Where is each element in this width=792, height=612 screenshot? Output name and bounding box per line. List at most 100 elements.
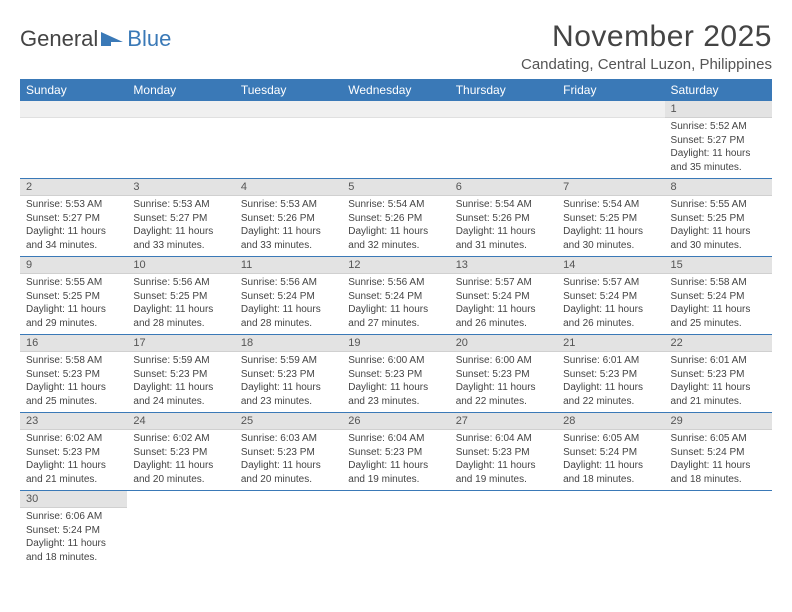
sunrise-line: Sunrise: 5:53 AM: [133, 198, 228, 212]
calendar-cell: 19Sunrise: 6:00 AMSunset: 5:23 PMDayligh…: [342, 335, 449, 413]
day-details: Sunrise: 5:58 AMSunset: 5:23 PMDaylight:…: [20, 352, 127, 412]
calendar-cell: 9Sunrise: 5:55 AMSunset: 5:25 PMDaylight…: [20, 257, 127, 335]
sunrise-line: Sunrise: 6:02 AM: [133, 432, 228, 446]
calendar-cell: [665, 491, 772, 569]
daylight-line: Daylight: 11 hours and 26 minutes.: [456, 303, 551, 330]
sunset-line: Sunset: 5:23 PM: [563, 368, 658, 382]
calendar-cell: 24Sunrise: 6:02 AMSunset: 5:23 PMDayligh…: [127, 413, 234, 491]
daylight-line: Daylight: 11 hours and 31 minutes.: [456, 225, 551, 252]
sunset-line: Sunset: 5:25 PM: [563, 212, 658, 226]
calendar-cell: 3Sunrise: 5:53 AMSunset: 5:27 PMDaylight…: [127, 179, 234, 257]
daylight-line: Daylight: 11 hours and 25 minutes.: [26, 381, 121, 408]
day-number: 29: [665, 413, 772, 430]
calendar-cell: 7Sunrise: 5:54 AMSunset: 5:25 PMDaylight…: [557, 179, 664, 257]
day-number: 25: [235, 413, 342, 430]
day-number: 20: [450, 335, 557, 352]
calendar-cell: 16Sunrise: 5:58 AMSunset: 5:23 PMDayligh…: [20, 335, 127, 413]
sunrise-line: Sunrise: 6:04 AM: [348, 432, 443, 446]
day-details: Sunrise: 6:01 AMSunset: 5:23 PMDaylight:…: [665, 352, 772, 412]
day-header: Saturday: [665, 79, 772, 101]
calendar-cell: [557, 101, 664, 179]
sunset-line: Sunset: 5:23 PM: [671, 368, 766, 382]
calendar-row: 23Sunrise: 6:02 AMSunset: 5:23 PMDayligh…: [20, 413, 772, 491]
calendar-row: 2Sunrise: 5:53 AMSunset: 5:27 PMDaylight…: [20, 179, 772, 257]
day-details: Sunrise: 6:05 AMSunset: 5:24 PMDaylight:…: [557, 430, 664, 490]
daylight-line: Daylight: 11 hours and 23 minutes.: [241, 381, 336, 408]
sunset-line: Sunset: 5:25 PM: [671, 212, 766, 226]
sunrise-line: Sunrise: 6:01 AM: [563, 354, 658, 368]
calendar-cell: 17Sunrise: 5:59 AMSunset: 5:23 PMDayligh…: [127, 335, 234, 413]
daylight-line: Daylight: 11 hours and 30 minutes.: [563, 225, 658, 252]
sunset-line: Sunset: 5:24 PM: [348, 290, 443, 304]
day-details: Sunrise: 5:53 AMSunset: 5:27 PMDaylight:…: [20, 196, 127, 256]
logo-text-2: Blue: [127, 26, 171, 52]
day-details: Sunrise: 6:05 AMSunset: 5:24 PMDaylight:…: [665, 430, 772, 490]
calendar-cell: 4Sunrise: 5:53 AMSunset: 5:26 PMDaylight…: [235, 179, 342, 257]
daylight-line: Daylight: 11 hours and 33 minutes.: [133, 225, 228, 252]
calendar-cell: [235, 101, 342, 179]
calendar-cell: 26Sunrise: 6:04 AMSunset: 5:23 PMDayligh…: [342, 413, 449, 491]
calendar-row: 1Sunrise: 5:52 AMSunset: 5:27 PMDaylight…: [20, 101, 772, 179]
daylight-line: Daylight: 11 hours and 21 minutes.: [26, 459, 121, 486]
calendar-cell: 29Sunrise: 6:05 AMSunset: 5:24 PMDayligh…: [665, 413, 772, 491]
daylight-line: Daylight: 11 hours and 34 minutes.: [26, 225, 121, 252]
calendar-cell: [20, 101, 127, 179]
day-details: Sunrise: 5:55 AMSunset: 5:25 PMDaylight:…: [20, 274, 127, 334]
day-header: Thursday: [450, 79, 557, 101]
sunset-line: Sunset: 5:25 PM: [133, 290, 228, 304]
sunrise-line: Sunrise: 6:05 AM: [563, 432, 658, 446]
sunset-line: Sunset: 5:26 PM: [456, 212, 551, 226]
sunrise-line: Sunrise: 6:04 AM: [456, 432, 551, 446]
calendar-cell: 28Sunrise: 6:05 AMSunset: 5:24 PMDayligh…: [557, 413, 664, 491]
day-number-blank: [235, 101, 342, 118]
sunset-line: Sunset: 5:26 PM: [241, 212, 336, 226]
day-details: Sunrise: 5:59 AMSunset: 5:23 PMDaylight:…: [127, 352, 234, 412]
sunset-line: Sunset: 5:26 PM: [348, 212, 443, 226]
day-header: Sunday: [20, 79, 127, 101]
day-number: 21: [557, 335, 664, 352]
daylight-line: Daylight: 11 hours and 30 minutes.: [671, 225, 766, 252]
daylight-line: Daylight: 11 hours and 19 minutes.: [456, 459, 551, 486]
day-number-blank: [342, 101, 449, 118]
sunrise-line: Sunrise: 5:56 AM: [348, 276, 443, 290]
day-details: Sunrise: 6:06 AMSunset: 5:24 PMDaylight:…: [20, 508, 127, 568]
calendar-cell: 30Sunrise: 6:06 AMSunset: 5:24 PMDayligh…: [20, 491, 127, 569]
day-details: Sunrise: 5:59 AMSunset: 5:23 PMDaylight:…: [235, 352, 342, 412]
calendar-row: 16Sunrise: 5:58 AMSunset: 5:23 PMDayligh…: [20, 335, 772, 413]
day-details: Sunrise: 5:55 AMSunset: 5:25 PMDaylight:…: [665, 196, 772, 256]
calendar-cell: [450, 101, 557, 179]
calendar-cell: [450, 491, 557, 569]
day-number: 17: [127, 335, 234, 352]
sunset-line: Sunset: 5:23 PM: [348, 368, 443, 382]
day-details: Sunrise: 5:53 AMSunset: 5:27 PMDaylight:…: [127, 196, 234, 256]
calendar-cell: 10Sunrise: 5:56 AMSunset: 5:25 PMDayligh…: [127, 257, 234, 335]
day-details: Sunrise: 5:57 AMSunset: 5:24 PMDaylight:…: [557, 274, 664, 334]
calendar-cell: 1Sunrise: 5:52 AMSunset: 5:27 PMDaylight…: [665, 101, 772, 179]
page-subtitle: Candating, Central Luzon, Philippines: [521, 56, 772, 73]
sunrise-line: Sunrise: 6:06 AM: [26, 510, 121, 524]
sunrise-line: Sunrise: 6:00 AM: [348, 354, 443, 368]
day-number: 28: [557, 413, 664, 430]
sunset-line: Sunset: 5:23 PM: [133, 446, 228, 460]
daylight-line: Daylight: 11 hours and 21 minutes.: [671, 381, 766, 408]
flag-icon: [101, 30, 125, 48]
day-number-blank: [127, 101, 234, 118]
calendar-cell: 20Sunrise: 6:00 AMSunset: 5:23 PMDayligh…: [450, 335, 557, 413]
sunrise-line: Sunrise: 5:54 AM: [563, 198, 658, 212]
sunset-line: Sunset: 5:24 PM: [26, 524, 121, 538]
daylight-line: Daylight: 11 hours and 20 minutes.: [133, 459, 228, 486]
sunrise-line: Sunrise: 5:59 AM: [133, 354, 228, 368]
calendar-table: SundayMondayTuesdayWednesdayThursdayFrid…: [20, 79, 772, 568]
sunrise-line: Sunrise: 5:57 AM: [456, 276, 551, 290]
day-number-blank: [450, 101, 557, 118]
sunset-line: Sunset: 5:27 PM: [133, 212, 228, 226]
day-number: 6: [450, 179, 557, 196]
sunrise-line: Sunrise: 5:54 AM: [348, 198, 443, 212]
calendar-cell: 6Sunrise: 5:54 AMSunset: 5:26 PMDaylight…: [450, 179, 557, 257]
calendar-cell: 13Sunrise: 5:57 AMSunset: 5:24 PMDayligh…: [450, 257, 557, 335]
sunset-line: Sunset: 5:25 PM: [26, 290, 121, 304]
sunrise-line: Sunrise: 5:56 AM: [133, 276, 228, 290]
day-details: Sunrise: 5:56 AMSunset: 5:25 PMDaylight:…: [127, 274, 234, 334]
daylight-line: Daylight: 11 hours and 24 minutes.: [133, 381, 228, 408]
sunrise-line: Sunrise: 5:52 AM: [671, 120, 766, 134]
